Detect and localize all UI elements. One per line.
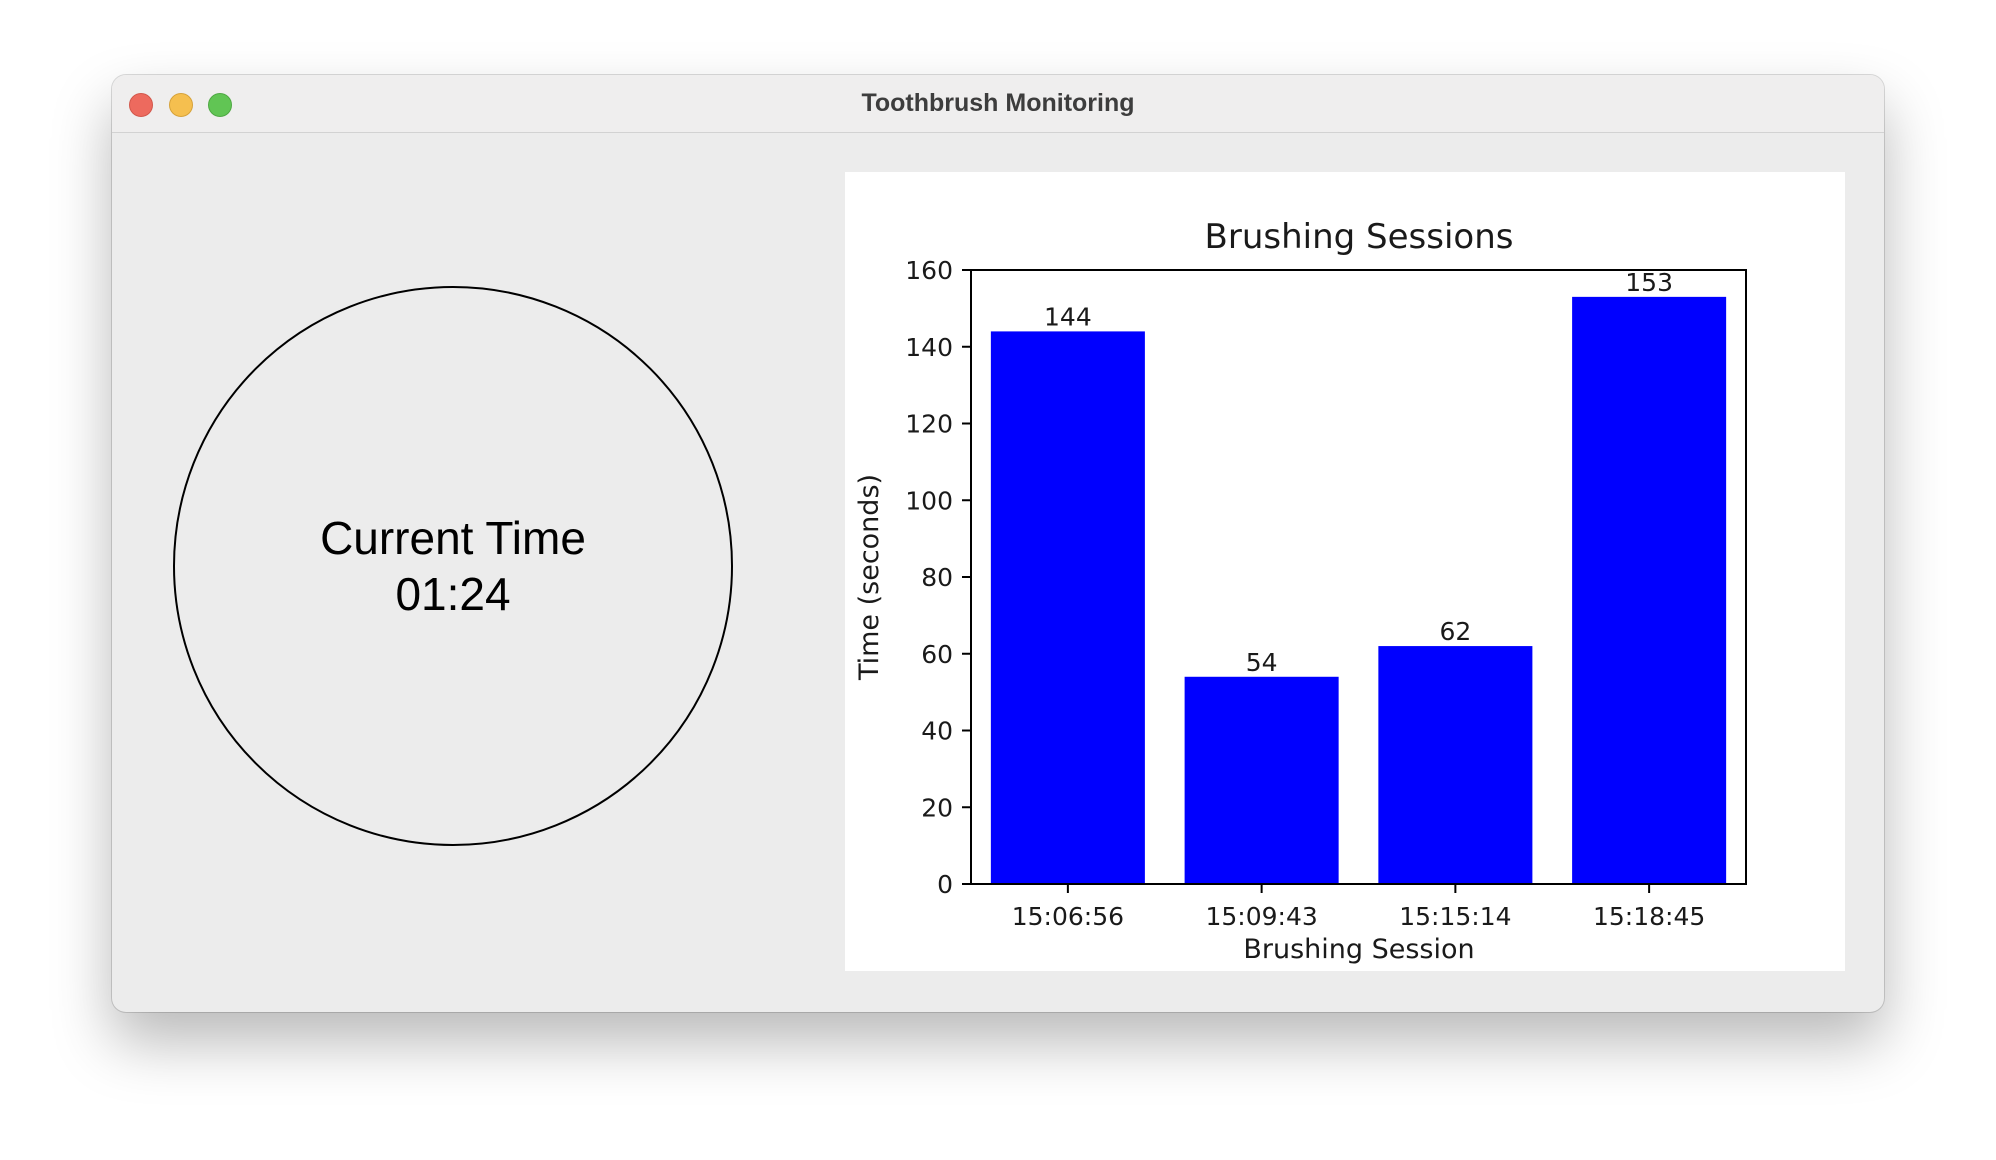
x-axis: 15:06:56 15:09:43 15:15:14 15:18:45 xyxy=(1012,884,1705,931)
x-tick-label: 15:18:45 xyxy=(1593,902,1705,931)
bar-value-label: 144 xyxy=(1044,302,1092,331)
y-tick-label: 20 xyxy=(921,793,953,822)
bar-series: 144 54 62 153 xyxy=(990,268,1727,884)
y-tick-label: 40 xyxy=(921,717,953,746)
bar-value-label: 62 xyxy=(1439,617,1471,646)
bar-session-3 xyxy=(1378,646,1533,884)
x-tick-label: 15:06:56 xyxy=(1012,902,1124,931)
y-tick-label: 140 xyxy=(905,333,953,362)
bar-session-1 xyxy=(990,331,1145,884)
timer-display: Current Time 01:24 xyxy=(175,510,731,622)
minimize-window-button[interactable] xyxy=(169,93,193,117)
x-axis-label: Brushing Session xyxy=(1243,934,1474,965)
plot-frame xyxy=(970,269,1747,885)
y-tick-label: 100 xyxy=(905,486,953,515)
x-tick-label: 15:09:43 xyxy=(1205,902,1317,931)
timer-label: Current Time xyxy=(320,512,586,564)
brushing-sessions-chart: Brushing Sessions Time (seconds) Brushin… xyxy=(854,217,1747,965)
chart-title: Brushing Sessions xyxy=(1205,217,1514,257)
y-tick-label: 120 xyxy=(905,410,953,439)
timer-value: 01:24 xyxy=(395,568,511,620)
bar-value-label: 153 xyxy=(1625,268,1673,297)
app-window: Toothbrush Monitoring Current Time 01:24… xyxy=(112,75,1884,1012)
y-axis: 0 20 40 60 80 100 120 140 160 xyxy=(905,256,971,899)
y-tick-label: 80 xyxy=(921,563,953,592)
bar-session-4 xyxy=(1572,296,1727,884)
bar-session-2 xyxy=(1184,676,1339,884)
y-axis-label: Time (seconds) xyxy=(854,474,885,681)
title-bar[interactable]: Toothbrush Monitoring xyxy=(112,75,1884,133)
timer-circle: Current Time 01:24 xyxy=(173,286,733,846)
x-tick-label: 15:15:14 xyxy=(1399,902,1511,931)
close-window-button[interactable] xyxy=(129,93,153,117)
window-title: Toothbrush Monitoring xyxy=(861,89,1135,117)
y-tick-label: 60 xyxy=(921,640,953,669)
bar-value-label: 54 xyxy=(1246,648,1278,677)
y-tick-label: 0 xyxy=(937,870,953,899)
maximize-window-button[interactable] xyxy=(208,93,232,117)
y-tick-label: 160 xyxy=(905,256,953,285)
brushing-chart-panel: Brushing Sessions Time (seconds) Brushin… xyxy=(845,172,1845,971)
